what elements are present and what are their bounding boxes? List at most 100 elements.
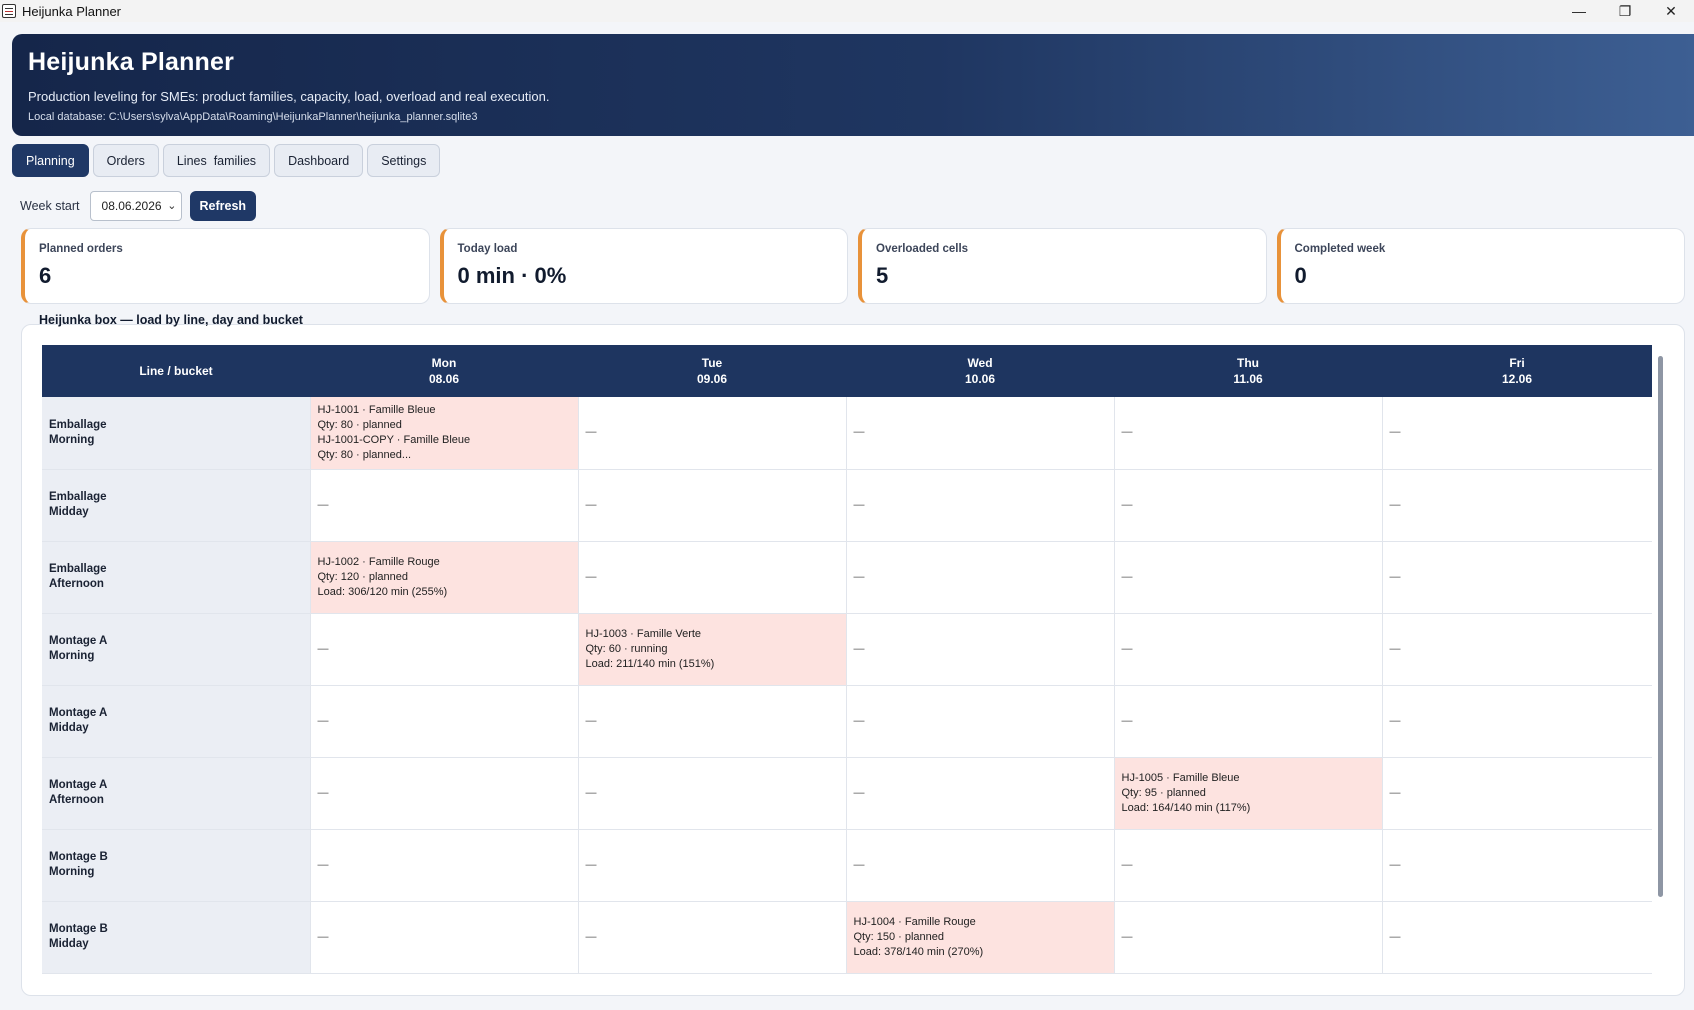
column-header-day: Thu 11.06 xyxy=(1114,345,1382,397)
tab-planning[interactable]: Planning xyxy=(12,144,89,177)
app-heading: Heijunka Planner xyxy=(28,48,235,76)
heijunka-cell-overloaded[interactable]: HJ-1001 · Famille Bleue Qty: 80 · planned… xyxy=(310,397,579,470)
row-header: Montage B Midday xyxy=(42,901,311,974)
heijunka-cell[interactable]: — xyxy=(846,757,1115,830)
cell-empty-dash: — xyxy=(317,858,329,871)
app-subtitle: Production leveling for SMEs: product fa… xyxy=(28,89,550,104)
row-line-name: Emballage xyxy=(49,418,107,431)
heijunka-cell[interactable]: — xyxy=(310,613,579,686)
tab-settings[interactable]: Settings xyxy=(367,144,441,177)
heijunka-cell[interactable]: — xyxy=(1382,397,1652,470)
cell-empty-dash: — xyxy=(317,714,329,727)
cell-empty-dash: — xyxy=(1389,714,1401,727)
kpi-value: 5 xyxy=(876,263,889,288)
day-date: 12.06 xyxy=(1501,372,1533,386)
heijunka-cell[interactable]: — xyxy=(1114,613,1383,686)
heijunka-cell[interactable]: — xyxy=(578,469,847,542)
restore-icon[interactable]: ❐ xyxy=(1618,2,1632,19)
week-start-select[interactable]: 08.06.2026 ⌄ xyxy=(89,191,182,221)
table-row: Montage A Afternoon — — — HJ-1005 · Famille B… xyxy=(42,757,1652,830)
heijunka-cell[interactable]: — xyxy=(1382,901,1652,974)
heijunka-cell[interactable]: — xyxy=(1382,613,1652,686)
cell-empty-dash: — xyxy=(853,498,865,511)
heijunka-cell-overloaded[interactable]: HJ-1002 · Famille Rouge Qty: 120 · planne… xyxy=(310,541,579,614)
minimize-icon[interactable]: — xyxy=(1572,3,1586,19)
cell-order-text: Qty: 95 · planned xyxy=(1121,786,1206,799)
cell-order-text: Qty: 80 · planned xyxy=(317,418,402,431)
table-row: Montage A Midday — — — — — xyxy=(42,685,1652,758)
vertical-scrollbar[interactable] xyxy=(1658,356,1663,897)
heijunka-cell[interactable]: — xyxy=(1114,397,1383,470)
heijunka-cell[interactable]: — xyxy=(1114,901,1383,974)
heijunka-cell[interactable]: — xyxy=(1382,469,1652,542)
heijunka-cell[interactable]: — xyxy=(846,541,1115,614)
cell-order-text: HJ-1002 · Famille Rouge xyxy=(317,555,440,568)
cell-empty-dash: — xyxy=(1389,498,1401,511)
heijunka-cell[interactable]: — xyxy=(578,757,847,830)
cell-empty-dash: — xyxy=(317,930,329,943)
heijunka-cell[interactable]: — xyxy=(578,685,847,758)
table-header-row: Line / bucket Mon 08.06 Tue 09.06 Wed 10.06 Th… xyxy=(42,345,1652,397)
cell-empty-dash: — xyxy=(853,642,865,655)
cell-empty-dash: — xyxy=(1121,498,1133,511)
heijunka-cell[interactable]: — xyxy=(310,469,579,542)
cell-order-text: HJ-1004 · Famille Rouge xyxy=(853,915,976,928)
kpi-overloaded-cells: Overloaded cells 5 xyxy=(858,228,1267,304)
cell-empty-dash: — xyxy=(853,786,865,799)
row-bucket-name: Afternoon xyxy=(49,578,104,590)
heijunka-cell[interactable]: — xyxy=(846,613,1115,686)
cell-empty-dash: — xyxy=(317,786,329,799)
heijunka-cell[interactable]: — xyxy=(846,397,1115,470)
cell-empty-dash: — xyxy=(1121,642,1133,655)
heijunka-cell[interactable]: — xyxy=(1382,829,1652,902)
row-bucket-name: Midday xyxy=(49,506,89,518)
heijunka-cell[interactable]: — xyxy=(578,397,847,470)
kpi-value: 0 min · 0% xyxy=(457,263,567,288)
heijunka-cell-overloaded[interactable]: HJ-1005 · Famille Bleue Qty: 95 · planned… xyxy=(1114,757,1383,830)
tab-lines-families[interactable]: Lines families xyxy=(162,144,271,177)
cell-empty-dash: — xyxy=(317,642,329,655)
kpi-cards: Planned orders 6 Today load 0 min · 0% O… xyxy=(21,228,1685,304)
heijunka-cell[interactable]: — xyxy=(1382,541,1652,614)
row-header: Montage B Morning xyxy=(42,829,311,902)
tab-dashboard[interactable]: Dashboard xyxy=(274,144,364,177)
cell-empty-dash: — xyxy=(1121,714,1133,727)
heijunka-cell[interactable]: — xyxy=(1114,469,1383,542)
heijunka-cell[interactable]: — xyxy=(846,829,1115,902)
close-icon[interactable]: ✕ xyxy=(1665,2,1677,19)
cell-empty-dash: — xyxy=(1389,786,1401,799)
row-bucket-name: Morning xyxy=(49,650,95,662)
heijunka-cell[interactable]: — xyxy=(578,829,847,902)
heijunka-cell[interactable]: — xyxy=(578,901,847,974)
cell-empty-dash: — xyxy=(1121,570,1133,583)
day-name: Fri xyxy=(1509,356,1525,370)
tab-orders[interactable]: Orders xyxy=(92,144,159,177)
heijunka-cell[interactable]: — xyxy=(846,685,1115,758)
heijunka-cell[interactable]: — xyxy=(578,541,847,614)
kpi-completed-week: Completed week 0 xyxy=(1276,228,1685,304)
row-header: Montage A Afternoon xyxy=(42,757,311,830)
heijunka-cell[interactable]: — xyxy=(1114,541,1383,614)
heijunka-cell[interactable]: — xyxy=(310,829,579,902)
refresh-button[interactable]: Refresh xyxy=(189,191,257,221)
day-name: Wed xyxy=(967,356,993,370)
heijunka-cell[interactable]: — xyxy=(1382,757,1652,830)
heijunka-cell[interactable]: — xyxy=(1114,829,1383,902)
kpi-value: 6 xyxy=(39,263,52,288)
heijunka-cell-overloaded[interactable]: HJ-1004 · Famille Rouge Qty: 150 · planne… xyxy=(846,901,1115,974)
heijunka-cell-overloaded[interactable]: HJ-1003 · Famille Verte Qty: 60 · running… xyxy=(578,613,847,686)
heijunka-cell[interactable]: — xyxy=(846,469,1115,542)
heijunka-cell[interactable]: — xyxy=(310,901,579,974)
cell-empty-dash: — xyxy=(585,858,597,871)
table-row: Montage A Morning — HJ-1003 · Famille Verte… xyxy=(42,613,1652,686)
cell-empty-dash: — xyxy=(853,570,865,583)
heijunka-cell[interactable]: — xyxy=(310,685,579,758)
cell-empty-dash: — xyxy=(585,930,597,943)
kpi-value: 0 xyxy=(1294,263,1307,288)
heijunka-cell[interactable]: — xyxy=(1382,685,1652,758)
heijunka-table: Line / bucket Mon 08.06 Tue 09.06 Wed 10.06 Th… xyxy=(42,345,1652,974)
heijunka-cell[interactable]: — xyxy=(310,757,579,830)
cell-order-text: HJ-1003 · Famille Verte xyxy=(585,627,702,640)
heijunka-cell[interactable]: — xyxy=(1114,685,1383,758)
cell-order-text: Load: 378/140 min (270%) xyxy=(853,945,984,958)
